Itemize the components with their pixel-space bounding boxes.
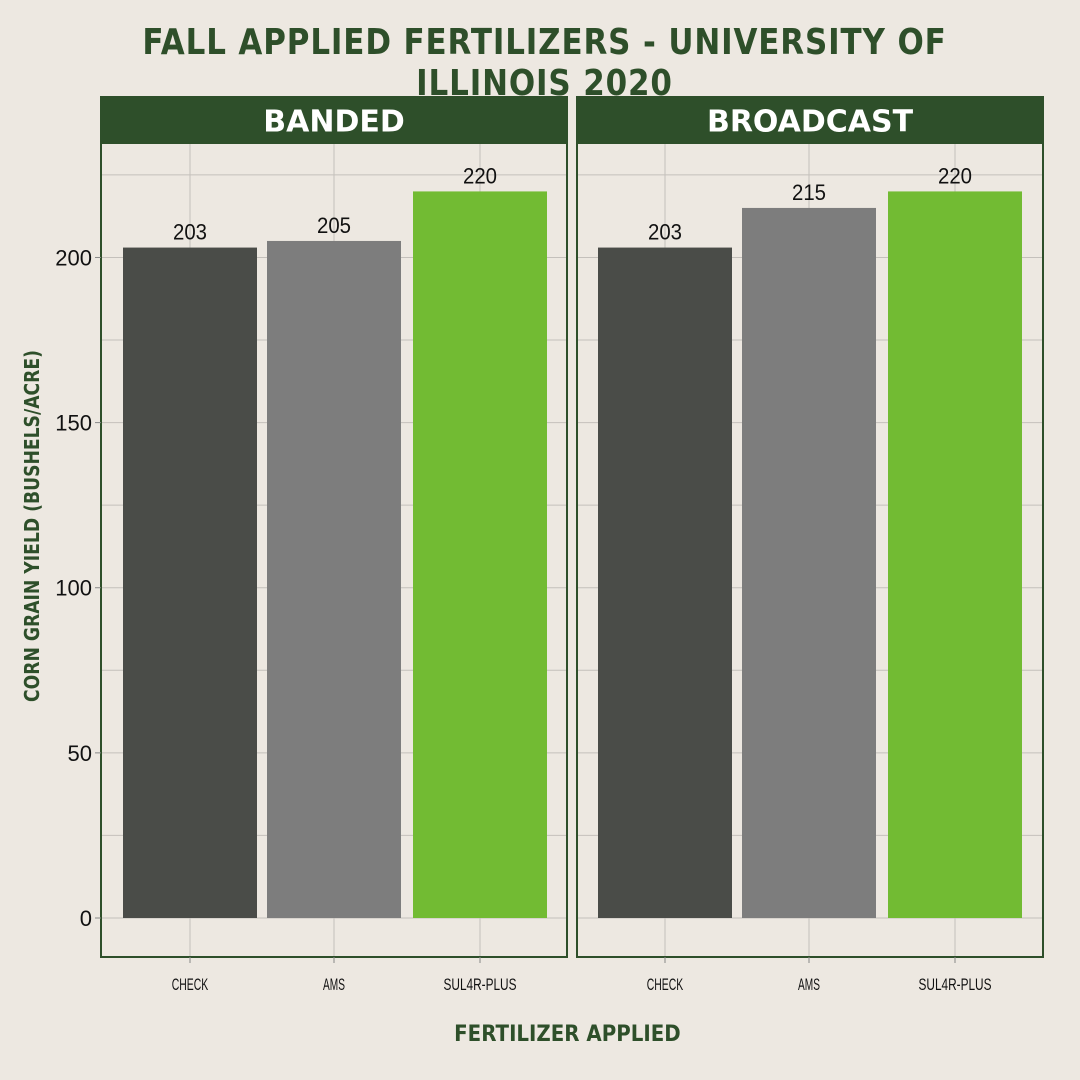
y-tick-label: 50 — [68, 741, 92, 766]
data-label: 220 — [463, 163, 497, 188]
y-tick-label: 200 — [55, 245, 92, 270]
x-tick-label: CHECK — [172, 975, 209, 994]
x-axis-title: FERTILIZER APPLIED — [454, 1022, 681, 1047]
data-label: 215 — [792, 180, 826, 205]
x-tick-label: CHECK — [647, 975, 684, 994]
panel-broadcast: 203 215 220 BROADCAST CHECK AMS SUL4R-PLUS — [576, 96, 1044, 994]
data-label: 203 — [173, 220, 207, 245]
panel-title: BROADCAST — [707, 105, 914, 140]
chart-title: FALL APPLIED FERTILIZERS - UNIVERSITY OF… — [142, 22, 947, 104]
x-tick-label: SUL4R-PLUS — [919, 975, 992, 994]
data-label: 220 — [938, 163, 972, 188]
bar-banded-check — [123, 247, 257, 918]
bar-broadcast-check — [598, 247, 732, 918]
panel-strip — [101, 97, 567, 144]
bar-broadcast-ams — [742, 207, 876, 918]
x-tick-label: SUL4R-PLUS — [444, 975, 517, 994]
data-label: 205 — [317, 213, 351, 238]
y-tick-label: 150 — [55, 411, 92, 436]
bar-broadcast-sul4r-plus — [888, 191, 1022, 919]
panel-strip — [577, 97, 1043, 144]
panel-border — [576, 96, 1044, 958]
panel-title: BANDED — [263, 105, 405, 140]
panel-banded: 203 205 220 BANDED CHECK AMS SUL4R-PLUS — [100, 96, 568, 994]
y-tick-label: 0 — [80, 906, 92, 931]
bar-banded-ams — [267, 240, 401, 919]
bar-banded-sul4r-plus — [413, 191, 547, 919]
y-tick-label: 100 — [55, 576, 92, 601]
x-tick-label: AMS — [323, 975, 345, 994]
data-label: 203 — [648, 220, 682, 245]
x-tick-label: AMS — [798, 975, 820, 994]
